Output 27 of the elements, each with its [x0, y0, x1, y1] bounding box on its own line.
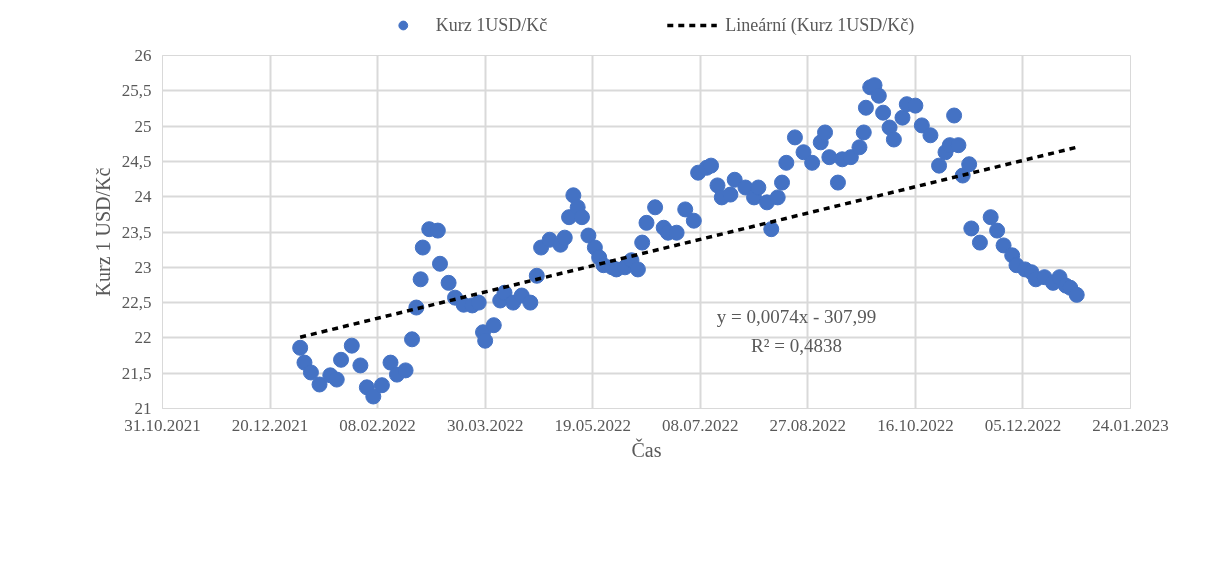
x-tick-label: 16.10.2022	[877, 415, 954, 435]
annotation: R² = 0,4838	[751, 334, 842, 356]
annotation: y = 0,0074x - 307,99	[716, 306, 877, 328]
y-tick-label: 21,5	[121, 363, 152, 383]
x-tick-label: 05.12.2022	[984, 415, 1062, 435]
y-tick-label: 24,5	[121, 151, 152, 171]
y-axis-title: Kurz 1 USD/Kč	[91, 167, 114, 297]
x-tick-label: 30.03.2022	[446, 415, 524, 435]
y-tick-label: 25,5	[121, 81, 152, 101]
y-tick-label: 22	[134, 328, 152, 348]
x-tick-label: 08.07.2022	[662, 415, 739, 435]
x-axis-title: Čas	[631, 437, 662, 461]
legend-label: Lineární (Kurz 1USD/Kč)	[725, 14, 915, 36]
x-tick-label: 08.02.2022	[339, 415, 416, 435]
y-tick-label: 24	[134, 187, 152, 207]
legend-label: Kurz 1USD/Kč	[435, 14, 548, 36]
x-tick-label: 19.05.2022	[554, 415, 631, 435]
y-tick-label: 23,5	[121, 222, 152, 242]
x-tick-label: 27.08.2022	[769, 415, 847, 435]
y-tick-label: 22,5	[121, 293, 152, 313]
y-tick-label: 21	[134, 399, 152, 418]
x-tick-label: 20.12.2021	[231, 415, 309, 435]
y-tick-label: 25	[134, 116, 152, 136]
x-tick-label: 24.01.2023	[1092, 415, 1169, 435]
y-tick-label: 26	[134, 46, 152, 65]
y-tick-label: 23	[134, 257, 152, 277]
x-tick-label: 31.10.2021	[124, 415, 201, 435]
